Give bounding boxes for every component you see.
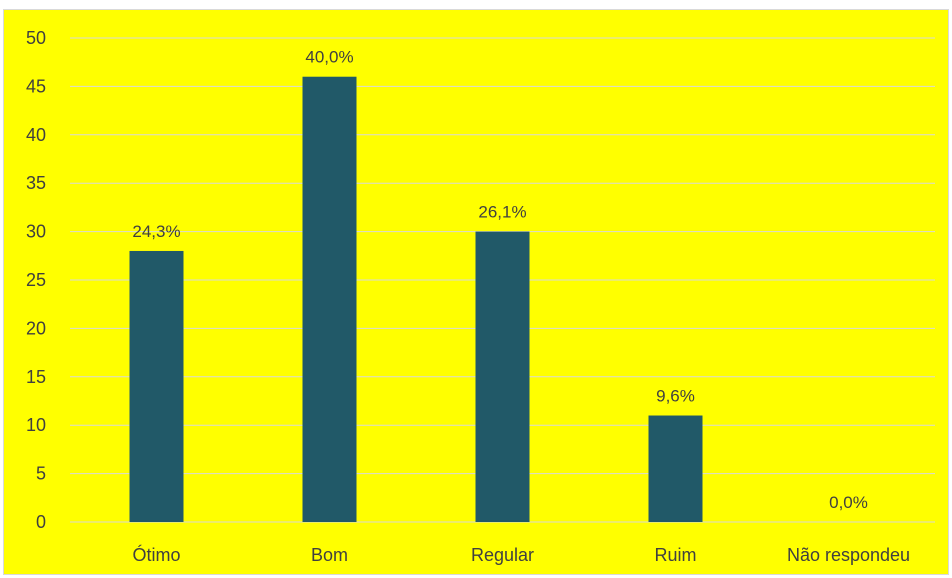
y-tick-label: 10 — [26, 415, 46, 435]
y-tick-label: 25 — [26, 270, 46, 290]
data-label: 26,1% — [478, 203, 526, 222]
data-label: 0,0% — [829, 493, 868, 512]
bars — [129, 76, 703, 522]
bar — [648, 415, 703, 522]
x-category-label: Ruim — [654, 545, 696, 565]
y-tick-label: 45 — [26, 76, 46, 96]
gridlines — [70, 37, 935, 523]
bar — [302, 76, 357, 522]
y-tick-label: 30 — [26, 222, 46, 242]
data-label: 24,3% — [132, 222, 180, 241]
y-axis-tick-labels: 0 5 10 15 20 25 30 35 40 45 50 — [26, 28, 46, 532]
y-tick-label: 5 — [36, 464, 46, 484]
bar — [129, 250, 184, 522]
y-tick-label: 50 — [26, 28, 46, 48]
x-axis-category-labels: Ótimo Bom Regular Ruim Não respondeu — [132, 544, 910, 565]
x-category-label: Bom — [311, 545, 348, 565]
y-tick-label: 20 — [26, 318, 46, 338]
data-label: 40,0% — [305, 48, 353, 67]
y-tick-label: 15 — [26, 367, 46, 387]
y-tick-label: 40 — [26, 125, 46, 145]
x-category-label: Ótimo — [132, 544, 180, 565]
x-category-label: Não respondeu — [787, 545, 910, 565]
y-tick-label: 0 — [36, 512, 46, 532]
data-labels: 24,3% 40,0% 26,1% 9,6% 0,0% — [132, 48, 867, 512]
x-category-label: Regular — [471, 545, 534, 565]
data-label: 9,6% — [656, 387, 695, 406]
y-tick-label: 35 — [26, 173, 46, 193]
bar — [475, 231, 530, 522]
